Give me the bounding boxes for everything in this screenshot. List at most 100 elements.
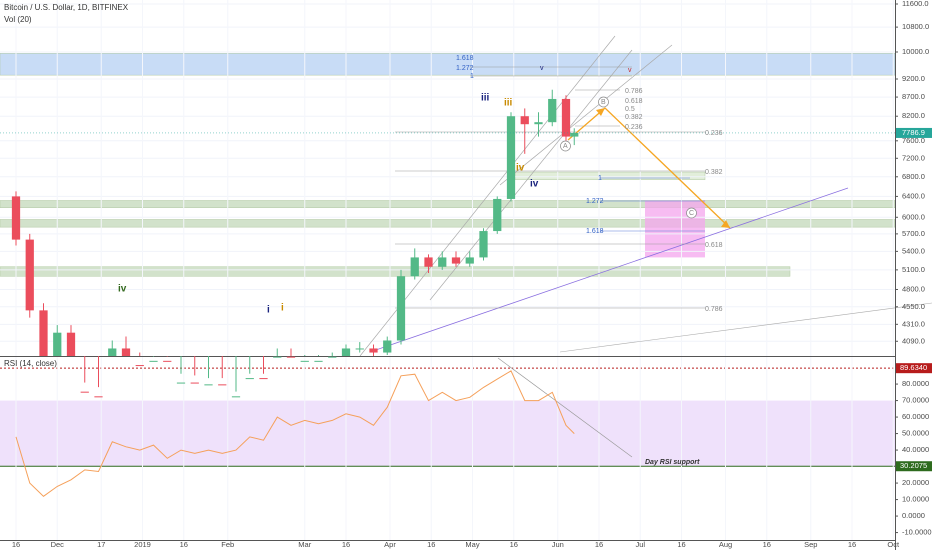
rsi-tick-label: 40.0000 xyxy=(902,445,929,454)
annotation: 0.382 xyxy=(625,114,643,121)
candle-body xyxy=(190,382,199,384)
grid xyxy=(0,0,898,540)
annotation: 1 xyxy=(598,175,602,182)
candle-body xyxy=(163,360,172,362)
wave-circle xyxy=(686,207,697,219)
y-tick-label: 8700.0 xyxy=(902,92,925,101)
x-tick-label: Sep xyxy=(804,540,817,549)
zone xyxy=(0,200,896,208)
annotation: v xyxy=(540,65,544,72)
candle-body xyxy=(25,239,34,311)
candle-body xyxy=(245,378,254,380)
annotation: 1.272 xyxy=(456,65,474,72)
x-tick-label: 17 xyxy=(97,540,105,549)
rsi-tick-label: 10.0000 xyxy=(902,495,929,504)
candle-body xyxy=(176,382,186,384)
rsi-level-box xyxy=(896,461,932,472)
candle-body xyxy=(506,116,516,199)
annotation: C xyxy=(689,210,694,217)
rsi-tick-label: 20.0000 xyxy=(902,478,929,487)
annotation: 0.786 xyxy=(705,306,723,313)
labels: 11600.0 10800.0 10000.0 9200.0 8700.0 8200.0 7… xyxy=(12,0,932,549)
candle-body xyxy=(396,276,406,341)
candle-body xyxy=(231,396,241,398)
zone xyxy=(645,200,705,258)
candle-body xyxy=(424,257,433,267)
x-tick-label: 16 xyxy=(677,540,685,549)
rsi-tick-label: -10.0000 xyxy=(902,528,932,537)
x-tick-label: Dec xyxy=(51,540,65,549)
candle-body xyxy=(286,356,296,358)
zone xyxy=(0,219,896,228)
annotation: 0.618 xyxy=(705,242,723,249)
y-tick-label: 7600.0 xyxy=(902,136,925,145)
annotation: B xyxy=(601,99,606,106)
y-tick-label: 4090.0 xyxy=(902,336,925,345)
candle-body xyxy=(273,356,282,358)
y-tick-label: 11600.0 xyxy=(902,0,929,8)
chart-title: Bitcoin / U.S. Dollar, 1D, BITFINEX xyxy=(4,3,129,12)
candle-body xyxy=(259,378,268,380)
wave-circle xyxy=(560,140,571,152)
rsi-level-label: 89.6340 xyxy=(900,363,927,372)
annotation: i xyxy=(281,303,284,314)
annotation: 1.618 xyxy=(586,228,604,235)
rsi-tick-label: 0.0000 xyxy=(902,511,925,520)
annotation: 0.618 xyxy=(625,98,643,105)
y-tick-label: 6800.0 xyxy=(902,172,925,181)
candle-body xyxy=(451,257,461,264)
y-tick-label: 6400.0 xyxy=(902,191,925,200)
y-tick-label: 5400.0 xyxy=(902,246,925,255)
x-tick-label: Jun xyxy=(552,540,564,549)
candle-body xyxy=(341,348,351,356)
rsi-line xyxy=(15,370,575,497)
annotation: 0.5 xyxy=(625,106,635,113)
candle-body xyxy=(53,332,62,356)
rsi-annotation: Day RSI support xyxy=(645,459,700,466)
annotation: 0.236 xyxy=(705,130,723,137)
rsi-title: RSI (14, close) xyxy=(4,359,57,368)
candle-body xyxy=(438,257,447,267)
x-tick-label: Mar xyxy=(298,540,311,549)
marks xyxy=(0,89,895,497)
x-tick-label: 16 xyxy=(342,540,350,549)
volume-label: Vol (20) xyxy=(4,15,32,24)
y-tick-label: 5100.0 xyxy=(902,265,925,274)
rsi-band xyxy=(0,400,895,467)
candle-body xyxy=(561,98,571,137)
last-price-label: 7786.9 xyxy=(902,128,925,137)
x-tick-label: May xyxy=(465,540,479,549)
zone xyxy=(0,266,791,277)
candle-body xyxy=(94,396,103,398)
candle-body xyxy=(520,116,529,125)
candle-body xyxy=(355,348,364,350)
x-tick-label: 16 xyxy=(595,540,603,549)
y-tick-label: 7200.0 xyxy=(902,153,925,162)
candle-body xyxy=(135,365,144,367)
y-tick-label: 8200.0 xyxy=(902,111,925,120)
y-tick-label: 9200.0 xyxy=(902,74,925,83)
candle-body xyxy=(11,196,21,240)
candle-body xyxy=(218,384,227,386)
annotation: iii xyxy=(504,98,513,109)
y-tick-label: 4310.0 xyxy=(902,319,925,328)
candle-body xyxy=(465,257,474,264)
zone xyxy=(0,53,896,76)
annotation: 0.382 xyxy=(705,169,723,176)
candle-body xyxy=(534,122,543,125)
candle-body xyxy=(66,332,76,356)
annotation: A xyxy=(563,143,568,150)
y-tick-label: 10800.0 xyxy=(902,22,929,31)
wave-circle xyxy=(598,96,609,108)
candle-body xyxy=(80,391,89,393)
annotation: 1.272 xyxy=(586,198,604,205)
y-tick-label: 4550.0 xyxy=(902,302,925,311)
x-tick-label: 16 xyxy=(510,540,518,549)
candle-body xyxy=(328,356,337,358)
x-tick-label: Oct xyxy=(887,540,900,549)
x-tick-label: Apr xyxy=(384,540,396,549)
rsi-tick-label: 60.0000 xyxy=(902,412,929,421)
x-tick-label: Jul xyxy=(635,540,645,549)
